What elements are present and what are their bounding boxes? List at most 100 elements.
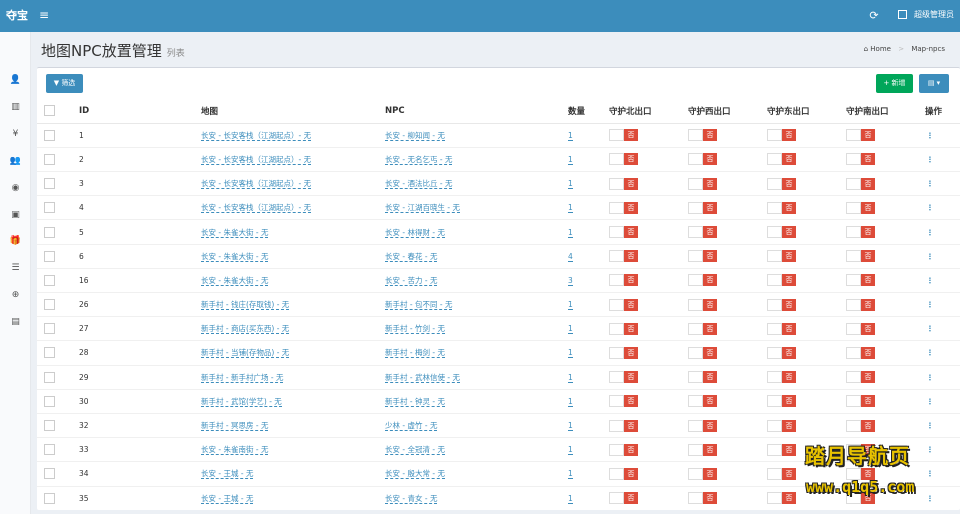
guard-south-toggle[interactable]: 否 (846, 274, 875, 287)
guard-east-toggle[interactable]: 否 (767, 467, 796, 480)
row-checkbox[interactable] (44, 250, 55, 262)
npc-link[interactable]: 新手村 - 钟灵 - 无 (385, 396, 445, 407)
guard-east-toggle[interactable]: 否 (767, 177, 796, 190)
guard-south-toggle[interactable]: 否 (846, 250, 875, 263)
guard-south-toggle[interactable]: 否 (846, 443, 875, 456)
map-link[interactable]: 长安 - 王城 - 无 (201, 469, 254, 480)
qty-link[interactable]: 1 (568, 372, 573, 383)
guard-west-toggle[interactable]: 否 (688, 177, 717, 190)
map-link[interactable]: 新手村 - 钱庄(存取钱) - 无 (201, 300, 290, 311)
guard-north-toggle[interactable]: 否 (609, 250, 638, 263)
row-checkbox[interactable] (44, 395, 55, 407)
row-checkbox[interactable] (44, 371, 55, 383)
row-actions-icon[interactable]: ⋮ (926, 469, 934, 479)
guard-east-toggle[interactable]: 否 (767, 250, 796, 263)
guard-south-toggle[interactable]: 否 (846, 419, 875, 432)
row-actions-icon[interactable]: ⋮ (926, 300, 934, 310)
guard-north-toggle[interactable]: 否 (609, 492, 638, 505)
guard-west-toggle[interactable]: 否 (688, 371, 717, 384)
columns-button[interactable]: ▤ ▾ (919, 74, 949, 93)
yen-icon[interactable]: ¥ (12, 129, 19, 139)
row-checkbox[interactable] (44, 420, 55, 432)
guard-south-toggle[interactable]: 否 (846, 467, 875, 480)
select-all-checkbox[interactable] (44, 105, 55, 117)
guard-south-toggle[interactable]: 否 (846, 492, 875, 505)
qty-link[interactable]: 1 (568, 324, 573, 335)
row-checkbox[interactable] (44, 323, 55, 335)
row-checkbox[interactable] (44, 202, 55, 214)
map-link[interactable]: 长安 - 长安客栈（江湖起点）- 无 (201, 179, 312, 190)
guard-north-toggle[interactable]: 否 (609, 395, 638, 408)
row-actions-icon[interactable]: ⋮ (926, 203, 934, 213)
row-checkbox[interactable] (44, 468, 55, 480)
npc-link[interactable]: 新手村 - 梅剑 - 无 (385, 348, 445, 359)
guard-west-toggle[interactable]: 否 (688, 274, 717, 287)
row-actions-icon[interactable]: ⋮ (926, 372, 934, 382)
user-add-icon[interactable]: 👤 (9, 75, 22, 85)
row-actions-icon[interactable]: ⋮ (926, 348, 934, 358)
qty-link[interactable]: 1 (568, 348, 573, 359)
row-checkbox[interactable] (44, 153, 55, 165)
npc-link[interactable]: 长安 - 江湖百晓生 - 无 (385, 203, 460, 214)
map-link[interactable]: 新手村 - 新手村广场 - 无 (201, 372, 284, 383)
guard-east-toggle[interactable]: 否 (767, 226, 796, 239)
qty-link[interactable]: 1 (568, 203, 573, 214)
map-link[interactable]: 新手村 - 武馆(学艺) - 无 (201, 396, 282, 407)
row-checkbox[interactable] (44, 129, 55, 141)
row-actions-icon[interactable]: ⋮ (926, 493, 934, 503)
map-link[interactable]: 长安 - 朱雀大街 - 无 (201, 227, 269, 238)
map-link[interactable]: 长安 - 朱雀南街 - 无 (201, 445, 269, 456)
qty-link[interactable]: 1 (568, 421, 573, 432)
qty-link[interactable]: 1 (568, 445, 573, 456)
row-actions-icon[interactable]: ⋮ (926, 251, 934, 261)
guard-east-toggle[interactable]: 否 (767, 346, 796, 359)
row-checkbox[interactable] (44, 299, 55, 311)
breadcrumb-home[interactable]: Home (870, 45, 891, 53)
search-plus-icon[interactable]: ⊕ (11, 290, 20, 300)
guard-north-toggle[interactable]: 否 (609, 467, 638, 480)
npc-link[interactable]: 新手村 - 包不同 - 无 (385, 300, 453, 311)
map-link[interactable]: 新手村 - 冥思房 - 无 (201, 421, 269, 432)
npc-link[interactable]: 长安 - 林得财 - 无 (385, 227, 445, 238)
guard-north-toggle[interactable]: 否 (609, 371, 638, 384)
map-link[interactable]: 长安 - 王城 - 无 (201, 493, 254, 504)
guard-east-toggle[interactable]: 否 (767, 371, 796, 384)
map-link[interactable]: 长安 - 朱雀大街 - 无 (201, 251, 269, 262)
guard-south-toggle[interactable]: 否 (846, 371, 875, 384)
guard-west-toggle[interactable]: 否 (688, 419, 717, 432)
row-checkbox[interactable] (44, 274, 55, 286)
row-actions-icon[interactable]: ⋮ (926, 324, 934, 334)
npc-link[interactable]: 长安 - 全冠清 - 无 (385, 445, 445, 456)
row-actions-icon[interactable]: ⋮ (926, 154, 934, 164)
guard-south-toggle[interactable]: 否 (846, 226, 875, 239)
column-header-id[interactable]: ID (79, 99, 201, 124)
guard-north-toggle[interactable]: 否 (609, 322, 638, 335)
npc-link[interactable]: 长安 - 苦力 - 无 (385, 275, 438, 286)
npc-link[interactable]: 少林 - 虚竹 - 无 (385, 421, 438, 432)
guard-west-toggle[interactable]: 否 (688, 298, 717, 311)
row-checkbox[interactable] (44, 347, 55, 359)
guard-west-toggle[interactable]: 否 (688, 443, 717, 456)
guard-west-toggle[interactable]: 否 (688, 346, 717, 359)
dashboard-icon[interactable]: ◉ (11, 183, 20, 193)
guard-south-toggle[interactable]: 否 (846, 395, 875, 408)
list-icon[interactable]: ☰ (11, 263, 20, 273)
row-actions-icon[interactable]: ⋮ (926, 421, 934, 431)
guard-east-toggle[interactable]: 否 (767, 201, 796, 214)
qty-link[interactable]: 1 (568, 227, 573, 238)
new-button[interactable]: + 新增 (876, 74, 913, 93)
npc-link[interactable]: 新手村 - 竹剑 - 无 (385, 324, 445, 335)
guard-east-toggle[interactable]: 否 (767, 395, 796, 408)
map-link[interactable]: 长安 - 朱雀大街 - 无 (201, 275, 269, 286)
guard-north-toggle[interactable]: 否 (609, 201, 638, 214)
guard-north-toggle[interactable]: 否 (609, 226, 638, 239)
guard-west-toggle[interactable]: 否 (688, 492, 717, 505)
guard-west-toggle[interactable]: 否 (688, 322, 717, 335)
map-link[interactable]: 长安 - 长安客栈（江湖起点）- 无 (201, 130, 312, 141)
qty-link[interactable]: 1 (568, 154, 573, 165)
row-actions-icon[interactable]: ⋮ (926, 396, 934, 406)
qty-link[interactable]: 1 (568, 469, 573, 480)
guard-west-toggle[interactable]: 否 (688, 250, 717, 263)
qty-link[interactable]: 4 (568, 251, 573, 262)
guard-east-toggle[interactable]: 否 (767, 298, 796, 311)
